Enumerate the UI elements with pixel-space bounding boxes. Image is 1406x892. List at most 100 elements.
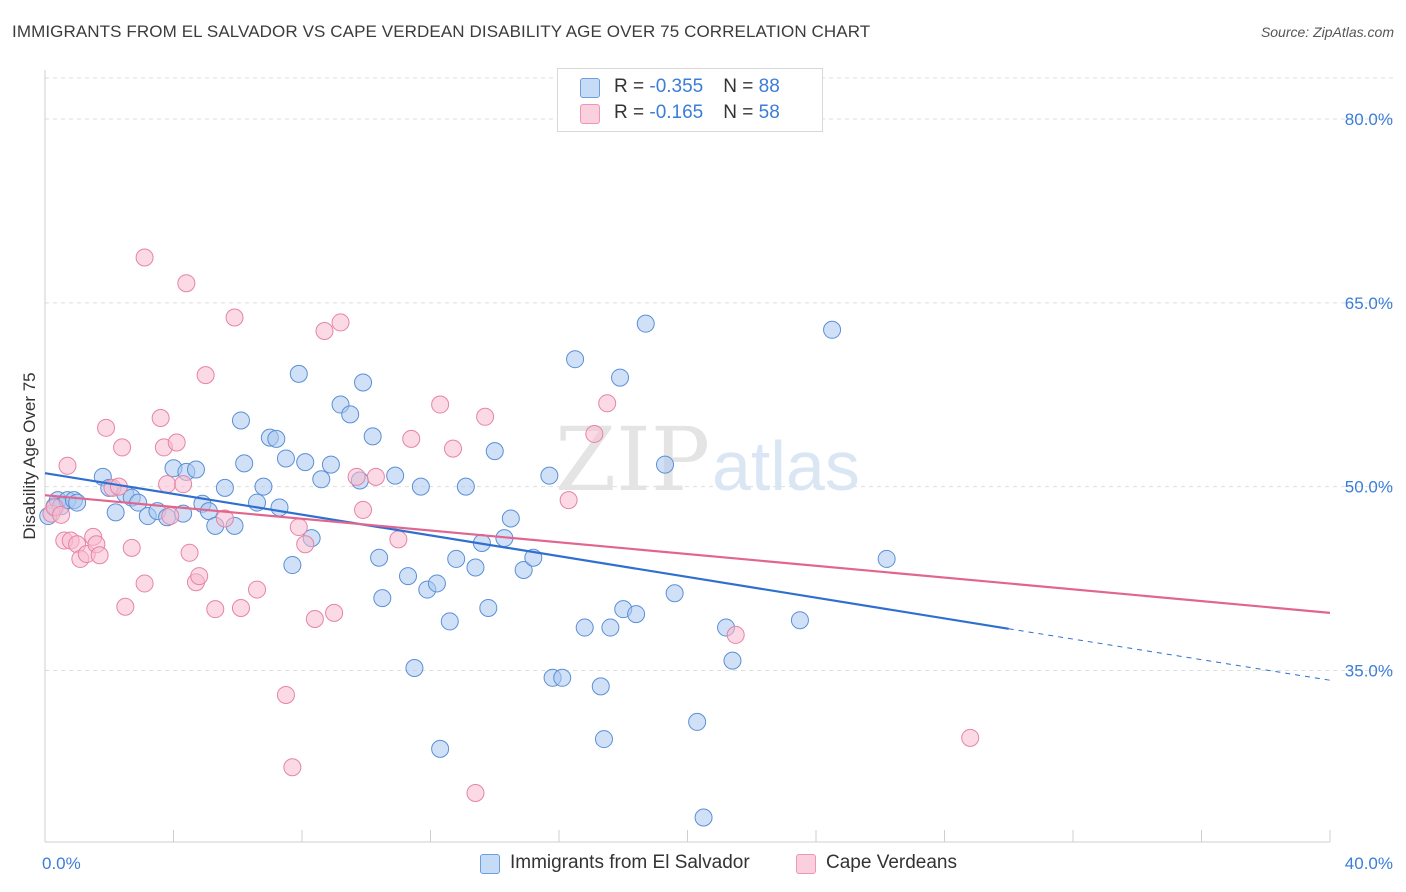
point-el-salvador	[231, 411, 250, 430]
point-cape-verdean	[366, 467, 385, 486]
point-cape-verdean	[177, 274, 196, 293]
point-el-salvador	[566, 350, 585, 369]
x-tick-label: 40.0%	[1345, 854, 1393, 873]
point-cape-verdean	[354, 500, 373, 519]
point-el-salvador	[688, 712, 707, 731]
point-el-salvador	[575, 618, 594, 637]
point-cape-verdean	[215, 509, 234, 528]
legend-r-label: R =	[614, 76, 650, 97]
point-el-salvador	[289, 364, 308, 383]
point-el-salvador	[321, 455, 340, 474]
point-cape-verdean	[97, 418, 116, 437]
trend-line-cape-verdean	[44, 494, 1331, 614]
legend-r-value: -0.355	[649, 76, 704, 97]
point-cape-verdean	[248, 580, 267, 599]
point-cape-verdean	[161, 507, 180, 526]
legend-r-label: R =	[614, 102, 650, 123]
trend-line-el-salvador	[44, 472, 1009, 630]
point-el-salvador	[627, 605, 646, 624]
point-cape-verdean	[347, 467, 366, 486]
point-el-salvador	[466, 558, 485, 577]
point-el-salvador	[514, 560, 533, 579]
point-cape-verdean	[174, 475, 193, 494]
point-cape-verdean	[315, 322, 334, 341]
y-axis-label: Disability Age Over 75	[20, 372, 39, 540]
point-el-salvador	[601, 618, 620, 637]
point-cape-verdean	[58, 456, 77, 475]
point-el-salvador	[456, 477, 475, 496]
point-el-salvador	[479, 598, 498, 617]
point-cape-verdean	[331, 313, 350, 332]
legend-n-value: 88	[758, 76, 780, 97]
point-cape-verdean	[305, 609, 324, 628]
legend-n-value: 58	[758, 102, 780, 123]
point-el-salvador	[440, 612, 459, 631]
point-el-salvador	[656, 455, 675, 474]
point-el-salvador	[485, 442, 504, 461]
legend-n-label: N =	[723, 102, 759, 123]
point-cape-verdean	[151, 409, 170, 428]
series-el-salvador-points	[39, 314, 896, 827]
point-el-salvador	[823, 320, 842, 339]
point-cape-verdean	[122, 538, 141, 557]
point-el-salvador	[254, 477, 273, 496]
point-el-salvador	[431, 739, 450, 758]
point-el-salvador	[501, 509, 520, 528]
point-el-salvador	[354, 373, 373, 392]
correlation-legend: R = -0.355 N = 88 R = -0.165 N = 58	[557, 68, 823, 132]
point-cape-verdean	[276, 685, 295, 704]
point-cape-verdean	[585, 424, 604, 443]
trend-line-el-salvador-extension	[1008, 628, 1331, 681]
point-el-salvador	[283, 556, 302, 575]
point-cape-verdean	[961, 728, 980, 747]
point-el-salvador	[540, 466, 559, 485]
point-el-salvador	[373, 589, 392, 608]
point-cape-verdean	[402, 429, 421, 448]
point-cape-verdean	[135, 574, 154, 593]
x-tick-labels: 0.0% 40.0%	[42, 854, 1393, 873]
y-tick-label: 65.0%	[1345, 294, 1393, 313]
point-el-salvador	[405, 658, 424, 677]
point-cape-verdean	[296, 535, 315, 554]
point-cape-verdean	[90, 546, 109, 565]
point-cape-verdean	[196, 366, 215, 385]
point-cape-verdean	[180, 543, 199, 562]
axes	[44, 70, 1331, 843]
point-cape-verdean	[559, 491, 578, 510]
point-el-salvador	[270, 498, 289, 517]
y-tick-labels: 35.0% 50.0% 65.0% 80.0%	[1345, 110, 1393, 680]
point-el-salvador	[341, 405, 360, 424]
point-el-salvador	[296, 453, 315, 472]
point-cape-verdean	[283, 758, 302, 777]
point-cape-verdean	[466, 783, 485, 802]
point-el-salvador	[363, 427, 382, 446]
chart-source: Source: ZipAtlas.com	[1260, 24, 1394, 40]
series-cape-verdean-points	[42, 248, 980, 802]
bottom-legend-label: Immigrants from El Salvador	[510, 852, 750, 873]
point-el-salvador	[447, 549, 466, 568]
point-cape-verdean	[443, 439, 462, 458]
point-el-salvador	[386, 466, 405, 485]
legend-text: R = -0.165 N = 58	[614, 102, 780, 124]
point-el-salvador	[235, 454, 254, 473]
point-cape-verdean	[225, 308, 244, 327]
point-cape-verdean	[167, 433, 186, 452]
chart-title: IMMIGRANTS FROM EL SALVADOR VS CAPE VERD…	[12, 22, 871, 41]
legend-r-value: -0.165	[649, 102, 704, 123]
point-el-salvador	[611, 368, 630, 387]
point-el-salvador	[312, 470, 331, 489]
watermark-zip: ZIP	[555, 408, 710, 511]
point-el-salvador	[411, 477, 430, 496]
y-tick-label: 80.0%	[1345, 110, 1393, 129]
point-cape-verdean	[206, 600, 225, 619]
legend-swatch-pink	[580, 104, 600, 124]
x-tick-label: 0.0%	[42, 854, 81, 873]
point-el-salvador	[594, 730, 613, 749]
bottom-legend-swatch-pink	[796, 854, 816, 874]
point-cape-verdean	[231, 598, 250, 617]
point-cape-verdean	[135, 248, 154, 267]
point-cape-verdean	[476, 407, 495, 426]
point-cape-verdean	[190, 567, 209, 586]
point-el-salvador	[591, 677, 610, 696]
